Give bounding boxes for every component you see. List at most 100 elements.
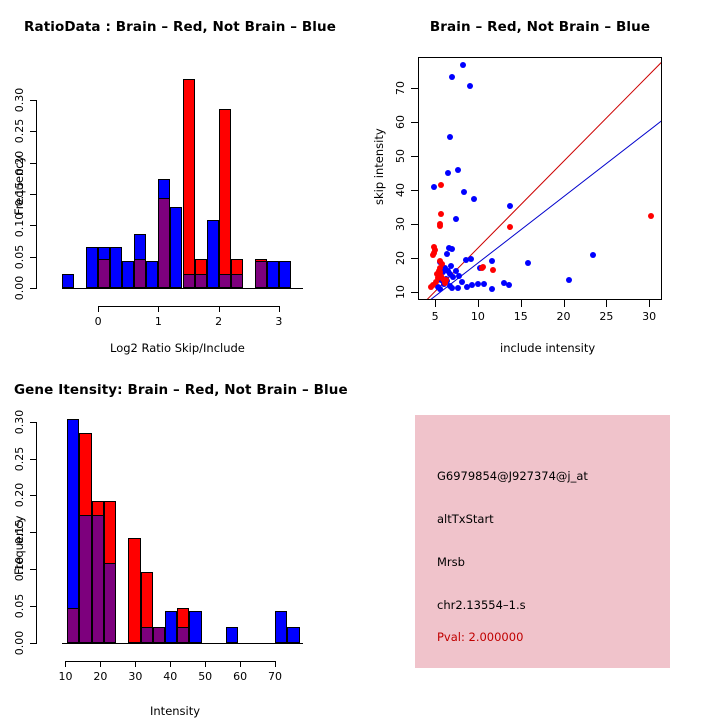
y-tick-label: 70: [394, 80, 407, 95]
x-tick-label: 40: [163, 670, 178, 683]
histogram-bar-overlap: [152, 626, 166, 643]
y-tick-label: 0.10: [13, 213, 26, 238]
x-axis-line: [98, 306, 279, 307]
x-tick: [100, 661, 102, 667]
scatter-point: [505, 282, 512, 289]
x-tick-label: 30: [642, 310, 657, 323]
histogram-bar-overlap: [79, 514, 92, 643]
x-tick: [170, 661, 172, 667]
y-tick: [30, 606, 36, 608]
scatter-point: [480, 264, 487, 271]
gene-info-panel: G6979854@J927374@j_at altTxStart Mrsb ch…: [415, 415, 670, 668]
histogram-bar: [170, 206, 183, 288]
y-tick: [30, 458, 36, 460]
scatter-plot-area: 10 20 30 40 50 60 70 5 10 15 20 25 30: [360, 0, 720, 360]
x-tick: [278, 306, 280, 312]
x-tick-label: 50: [198, 670, 213, 683]
y-tick-label: 50: [394, 148, 407, 163]
scatter-title: Brain – Red, Not Brain – Blue: [429, 19, 651, 35]
x-axis-baseline: [62, 643, 303, 644]
scatter-point: [447, 262, 454, 269]
y-tick: [411, 189, 418, 191]
scatter-point: [438, 211, 445, 218]
probeset-id-text: G6979854@J927374@j_at: [437, 469, 588, 483]
histogram-bar-overlap: [98, 258, 111, 288]
scatter-point: [437, 269, 444, 276]
y-tick: [30, 495, 36, 497]
x-tick-label: 20: [556, 310, 571, 323]
scatter-point: [456, 273, 463, 280]
y-tick-label: 0.10: [13, 556, 26, 582]
x-tick: [477, 300, 479, 307]
histogram-bar: [110, 247, 123, 288]
x-tick: [563, 300, 565, 307]
scatter-point: [489, 267, 496, 274]
scatter-point: [455, 284, 462, 291]
scatter-point: [432, 246, 439, 253]
scatter-point: [431, 243, 438, 250]
scatter-point: [433, 279, 440, 286]
x-tick-label: 70: [268, 670, 283, 683]
scatter-point: [438, 272, 445, 279]
x-tick: [435, 300, 437, 307]
scatter-point: [445, 169, 452, 176]
gene-hist-title: Gene Itensity: Brain – Red, Not Brain – …: [14, 382, 348, 398]
x-tick-label: 3: [275, 315, 283, 328]
y-tick-label: 0.20: [13, 483, 26, 508]
scatter-point: [506, 224, 513, 231]
scatter-point: [427, 284, 434, 291]
scatter-point: [441, 265, 448, 272]
histogram-bar: [275, 611, 288, 643]
scatter-xlabel: include intensity: [500, 341, 596, 355]
scatter-point: [524, 259, 531, 266]
y-tick: [411, 155, 418, 157]
panel-ratio-histogram: RatioData : Brain – Red, Not Brain – Blu…: [0, 0, 360, 360]
scatter-point: [481, 281, 488, 288]
x-tick-label: 2: [215, 315, 223, 328]
scatter-point: [463, 284, 470, 291]
scatter-point: [470, 196, 477, 203]
x-tick-label: 30: [128, 670, 143, 683]
scatter-point: [455, 167, 462, 174]
histogram-bar: [226, 626, 239, 643]
histogram-bar-overlap: [134, 258, 147, 288]
y-tick-label: 20: [394, 250, 407, 265]
x-tick: [240, 661, 242, 667]
histogram-bar-overlap: [218, 274, 231, 288]
y-tick: [30, 569, 36, 571]
y-tick-label: 0.25: [13, 446, 26, 471]
scatter-point: [436, 286, 443, 293]
y-tick: [30, 99, 36, 101]
y-tick: [30, 225, 36, 227]
y-tick-label: 0.20: [13, 150, 26, 175]
scatter-point: [439, 275, 446, 282]
y-tick: [30, 288, 36, 289]
scatter-point: [452, 216, 459, 223]
scatter-point: [446, 271, 453, 278]
x-tick-label: 15: [513, 310, 528, 323]
histogram-bar: [189, 611, 202, 643]
histogram-bar-overlap: [158, 198, 171, 288]
scatter-point: [475, 280, 482, 287]
y-tick: [411, 121, 418, 123]
x-tick-label: 10: [470, 310, 485, 323]
histogram-bar: [128, 537, 141, 643]
panel-scatter: Brain – Red, Not Brain – Blue skip inten…: [360, 0, 720, 360]
x-tick-label: 60: [233, 670, 248, 683]
histogram-bar-overlap: [140, 626, 153, 643]
scatter-point: [565, 277, 572, 284]
scatter-point: [430, 184, 437, 191]
histogram-bar-overlap: [91, 514, 104, 643]
y-tick: [30, 131, 36, 133]
scatter-point: [445, 244, 452, 251]
scatter-point: [589, 252, 596, 259]
histogram-bar: [86, 247, 99, 288]
pval-text: Pval: 2.000000: [437, 630, 524, 644]
scatter-point: [433, 270, 440, 277]
scatter-point: [506, 203, 513, 210]
y-tick: [411, 87, 418, 89]
coordinate-text: chr2.13554–1.s: [437, 598, 526, 612]
gene-hist-plot-area: 0.00 0.05 0.10 0.15 0.20 0.25 0.30 10 20 30 40 50 60…: [0, 360, 360, 720]
x-axis-baseline: [62, 288, 303, 289]
